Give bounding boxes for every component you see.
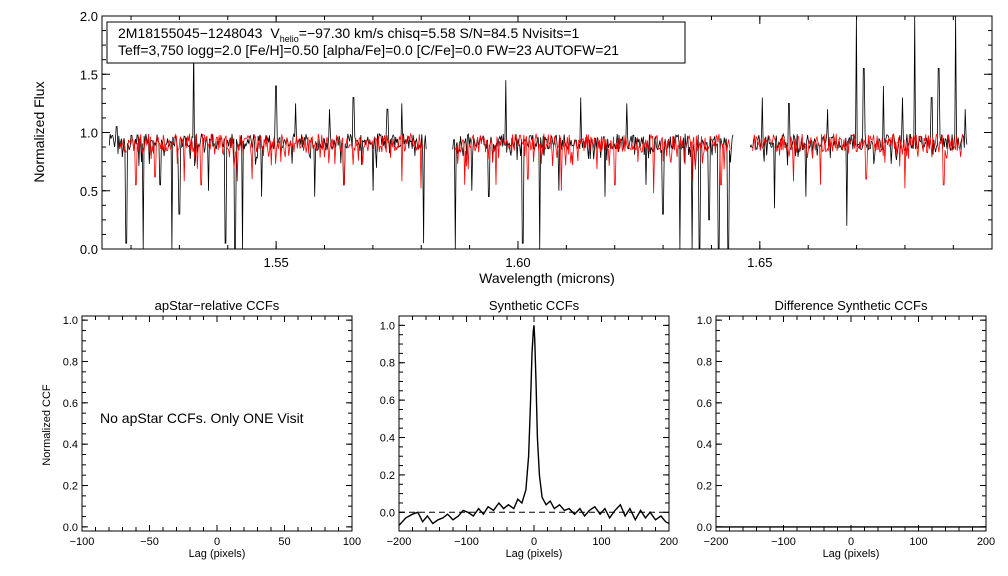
y-tick-label: 0.4: [380, 433, 395, 445]
apstar-ccf-note: No apStar CCFs. Only ONE Visit: [100, 410, 304, 426]
x-tick-label: −50: [140, 536, 159, 548]
spectrum-model-line: [752, 133, 963, 189]
y-tick-label: 0.6: [380, 395, 395, 407]
apstar-ccf-title: apStar−relative CCFs: [155, 298, 280, 313]
x-tick-label: 50: [278, 536, 290, 548]
spectrum-axes: 1.55 1.60 1.65 0.0 0.5 1.0 1.5 2.0: [80, 9, 992, 270]
difference-ccf-title: Difference Synthetic CCFs: [775, 298, 928, 313]
spectrum-observed-line: [108, 45, 427, 249]
spectrum-x-axis-title: Wavelength (microns): [479, 270, 615, 286]
y-tick-label: 0.6: [697, 398, 712, 410]
y-tick-label: 0.0: [697, 522, 712, 534]
y-tick-label: 1.0: [63, 315, 78, 327]
vhelio-subscript: helio: [280, 34, 299, 44]
x-tick-label: −100: [70, 536, 95, 548]
synthetic-ccf-x-axis-title: Lag (pixels): [506, 548, 563, 560]
y-tick-label: 1.5: [80, 67, 98, 82]
difference-ccf-axes: −200 −100 0 100 200 0.0 0.2 0.4 0.6 0.8 1.0: [697, 315, 995, 548]
difference-ccf-plot-frame: [715, 315, 987, 532]
y-tick-label: 0.4: [697, 439, 712, 451]
synthetic-ccf-panel: −200 −100 0 100 200 0.0 0.2 0.4 0.6 0.8 1.0 Synthe…: [380, 298, 678, 560]
x-tick-label: 100: [592, 536, 610, 548]
x-tick-label: 0: [214, 536, 220, 548]
spectrum-info-box: [106, 21, 686, 64]
y-tick-label: 1.0: [380, 320, 395, 332]
x-tick-label: −100: [454, 536, 479, 548]
x-tick-label: 200: [977, 536, 995, 548]
apstar-ccf-y-axis-title: Normalized CCF: [41, 384, 53, 466]
vhelio-symbol: V: [270, 25, 280, 41]
apstar-ccf-x-axis-title: Lag (pixels): [189, 548, 246, 560]
y-tick-label: 1.0: [697, 315, 712, 327]
synthetic-ccf-axes: −200 −100 0 100 200 0.0 0.2 0.4 0.6 0.8 1.0: [380, 315, 678, 548]
spectrum-observed-line: [749, 16, 968, 226]
y-tick-label: 0.2: [63, 481, 78, 493]
y-tick-label: 0.0: [80, 242, 98, 257]
x-tick-label: 100: [909, 536, 927, 548]
x-tick-label: −200: [387, 536, 412, 548]
y-tick-label: 1.0: [80, 126, 98, 141]
info-line-2: Teff=3,750 logg=2.0 [Fe/H]=0.50 [alpha/F…: [118, 42, 619, 58]
spectrum-panel: 1.55 1.60 1.65 0.0 0.5 1.0 1.5 2.0 2M18155045−1…: [31, 9, 993, 286]
x-tick-label: 200: [660, 536, 678, 548]
y-tick-label: 0.6: [63, 398, 78, 410]
y-tick-label: 0.0: [63, 522, 78, 534]
synthetic-ccf-title: Synthetic CCFs: [489, 298, 580, 313]
synthetic-ccf-series: [398, 325, 670, 526]
difference-ccf-x-axis-title: Lag (pixels): [823, 548, 880, 560]
x-tick-label: 1.65: [747, 255, 772, 270]
y-tick-label: 0.8: [697, 356, 712, 368]
spectrum-observed-line: [452, 80, 734, 249]
spectrum-y-axis-title: Normalized Flux: [31, 81, 47, 182]
info-line-1: 2M18155045−1248043 Vhelio=−97.30 km/s chi…: [118, 25, 580, 44]
star-id: 2M18155045−1248043: [118, 25, 263, 41]
x-tick-label: 0: [531, 536, 537, 548]
x-tick-label: 1.60: [505, 255, 530, 270]
y-tick-label: 0.2: [380, 470, 395, 482]
y-tick-label: 2.0: [80, 9, 98, 24]
synthetic-ccf-plot-frame: [398, 315, 670, 532]
x-tick-label: −200: [704, 536, 729, 548]
y-tick-label: 0.8: [380, 358, 395, 370]
x-tick-label: −100: [771, 536, 796, 548]
difference-ccf-panel: −200 −100 0 100 200 0.0 0.2 0.4 0.6 0.8 1.0 Differ…: [697, 298, 995, 560]
spectrum-series: [108, 16, 968, 249]
synthetic-ccf-ccf-line: [398, 325, 670, 526]
y-tick-label: 0.0: [380, 507, 395, 519]
spectrum-model-line: [454, 133, 731, 194]
y-tick-label: 0.4: [63, 439, 78, 451]
apstar-ccf-axes: −100 −50 0 50 100 0.0 0.2 0.4 0.6 0.8 1.0: [63, 315, 361, 548]
info-line-1-values: =−97.30 km/s chisq=5.58 S/N=84.5 Nvisits…: [299, 25, 580, 41]
x-tick-label: 0: [848, 536, 854, 548]
x-tick-label: 100: [343, 536, 361, 548]
spectrum-model-line: [118, 132, 424, 189]
y-tick-label: 0.2: [697, 481, 712, 493]
y-tick-label: 0.5: [80, 184, 98, 199]
y-tick-label: 0.8: [63, 356, 78, 368]
apstar-ccf-panel: −100 −50 0 50 100 0.0 0.2 0.4 0.6 0.8 1.0 apStar−r…: [41, 298, 361, 560]
x-tick-label: 1.55: [263, 255, 288, 270]
